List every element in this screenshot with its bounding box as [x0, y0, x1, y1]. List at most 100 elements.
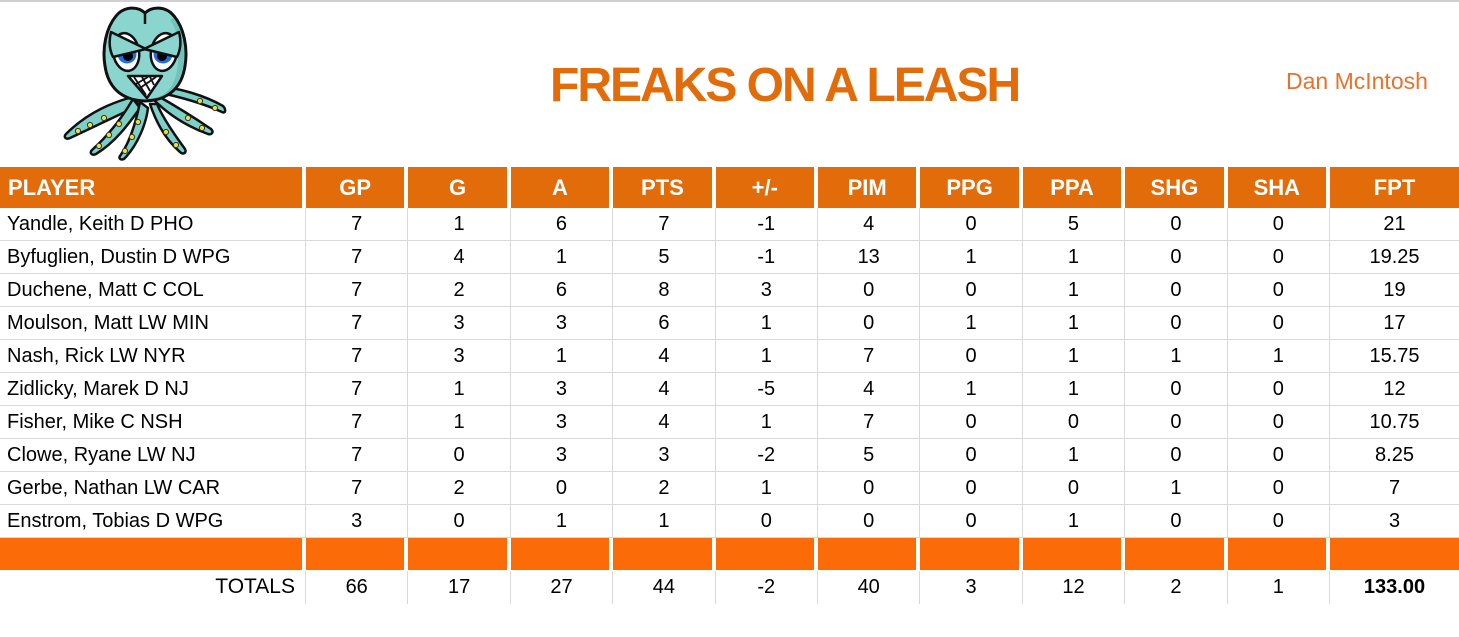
stat-cell: 1: [1022, 274, 1126, 307]
stat-cell: 1: [1125, 472, 1228, 505]
totals-stat-cell: 133.00: [1363, 576, 1426, 598]
stat-cell: 1: [715, 406, 818, 439]
player-name-cell: Clowe, Ryane LW NJ: [0, 439, 306, 472]
totals-stat-cell: 1: [1228, 571, 1330, 604]
stat-cell: 3: [510, 373, 614, 406]
player-name-cell: Enstrom, Tobias D WPG: [0, 505, 306, 538]
stat-cell: 1: [510, 241, 614, 274]
stat-cell: 13: [818, 241, 921, 274]
stat-cell: 2: [613, 472, 716, 505]
stat-cell: 4: [818, 208, 921, 241]
player-name-cell: Zidlicky, Marek D NJ: [0, 373, 306, 406]
stats-table: PLAYER GP G A PTS +/- PIM PPG PPA SHG SH…: [0, 167, 1459, 604]
separator-cell: [1227, 538, 1330, 571]
stat-cell: 7: [306, 274, 409, 307]
stat-cell: 0: [920, 274, 1023, 307]
stat-cell: 0: [1125, 406, 1228, 439]
stat-cell: 5: [613, 241, 716, 274]
stat-cell: 1: [408, 406, 511, 439]
stat-cell: 0: [408, 505, 511, 538]
stat-cell: 1: [715, 472, 818, 505]
stat-cell: 1: [408, 208, 511, 241]
player-name-cell: Duchene, Matt C COL: [0, 274, 306, 307]
column-header-gp: GP: [306, 167, 409, 208]
stat-cell: 19: [1330, 274, 1459, 307]
separator-cell: [1022, 538, 1126, 571]
stat-cell: 0: [1227, 505, 1330, 538]
stat-cell: 7: [818, 340, 921, 373]
stat-cell: 1: [1022, 340, 1126, 373]
player-name-cell: Moulson, Matt LW MIN: [0, 307, 306, 340]
stat-cell: 0: [1022, 406, 1126, 439]
stat-cell: 3: [510, 307, 614, 340]
stat-cell: 0: [1125, 208, 1228, 241]
stat-cell: 1: [715, 340, 818, 373]
stat-cell: 0: [1022, 472, 1126, 505]
stat-cell: 0: [1227, 208, 1330, 241]
stat-cell: 0: [408, 439, 511, 472]
stat-cell: 0: [1125, 373, 1228, 406]
stat-cell: 0: [510, 472, 614, 505]
stat-cell: 0: [1125, 505, 1228, 538]
separator-cell: [613, 538, 716, 571]
stat-cell: 1: [408, 373, 511, 406]
stat-cell: 3: [613, 439, 716, 472]
stat-cell: -1: [715, 241, 818, 274]
totals-stat-cell: 12: [1023, 571, 1126, 604]
stat-cell: 0: [1227, 472, 1330, 505]
totals-stat-cell: -2: [716, 571, 818, 604]
totals-stat-cell: 66: [306, 571, 409, 604]
column-header-ppg: PPG: [920, 167, 1023, 208]
column-header-sha: SHA: [1227, 167, 1330, 208]
totals-stat-cell: 3: [920, 571, 1023, 604]
stat-cell: 1: [920, 307, 1023, 340]
stat-cell: 6: [510, 208, 614, 241]
stat-cell: 4: [613, 406, 716, 439]
stat-cell: 1: [613, 505, 716, 538]
stat-cell: 7: [306, 406, 409, 439]
stat-cell: 4: [818, 373, 921, 406]
stat-cell: 0: [1125, 241, 1228, 274]
stat-cell: 7: [613, 208, 716, 241]
stat-cell: 0: [1125, 439, 1228, 472]
column-header-g: G: [408, 167, 511, 208]
column-header-pim: PIM: [818, 167, 921, 208]
separator-cell: [306, 538, 409, 571]
column-header-player: PLAYER: [0, 167, 306, 208]
totals-stat-cell: 27: [511, 571, 614, 604]
stat-cell: 0: [1227, 307, 1330, 340]
stat-cell: 7: [306, 208, 409, 241]
stat-cell: 0: [920, 406, 1023, 439]
totals-stat-cell: 2: [1125, 571, 1228, 604]
separator-cell: [920, 538, 1023, 571]
owner-name: Dan McIntosh: [1286, 68, 1428, 94]
stat-cell: 0: [920, 505, 1023, 538]
stat-cell: 0: [1227, 274, 1330, 307]
separator-cell: [0, 538, 306, 571]
column-header-fpt: FPT: [1330, 167, 1459, 208]
stat-cell: 3: [408, 307, 511, 340]
stat-cell: 7: [306, 472, 409, 505]
totals-stat-cell: 44: [613, 571, 716, 604]
stat-cell: 2: [408, 472, 511, 505]
stat-cell: 1: [1022, 505, 1126, 538]
stat-cell: 3: [306, 505, 409, 538]
stat-cell: 0: [1227, 241, 1330, 274]
column-header-plusminus: +/-: [715, 167, 818, 208]
stat-cell: 7: [306, 439, 409, 472]
player-name-cell: Yandle, Keith D PHO: [0, 208, 306, 241]
player-name-cell: Gerbe, Nathan LW CAR: [0, 472, 306, 505]
stat-cell: 1: [510, 505, 614, 538]
stat-cell: 6: [510, 274, 614, 307]
column-header-ppa: PPA: [1022, 167, 1126, 208]
separator-cell: [1330, 538, 1459, 571]
stat-cell: 5: [818, 439, 921, 472]
stat-cell: 3: [510, 439, 614, 472]
separator-cell: [510, 538, 614, 571]
stat-cell: 12: [1330, 373, 1459, 406]
octopus-mascot-icon: [63, 6, 227, 161]
stat-cell: -1: [715, 208, 818, 241]
stat-cell: 0: [1227, 439, 1330, 472]
column-header-shg: SHG: [1125, 167, 1228, 208]
stat-cell: 1: [1022, 241, 1126, 274]
